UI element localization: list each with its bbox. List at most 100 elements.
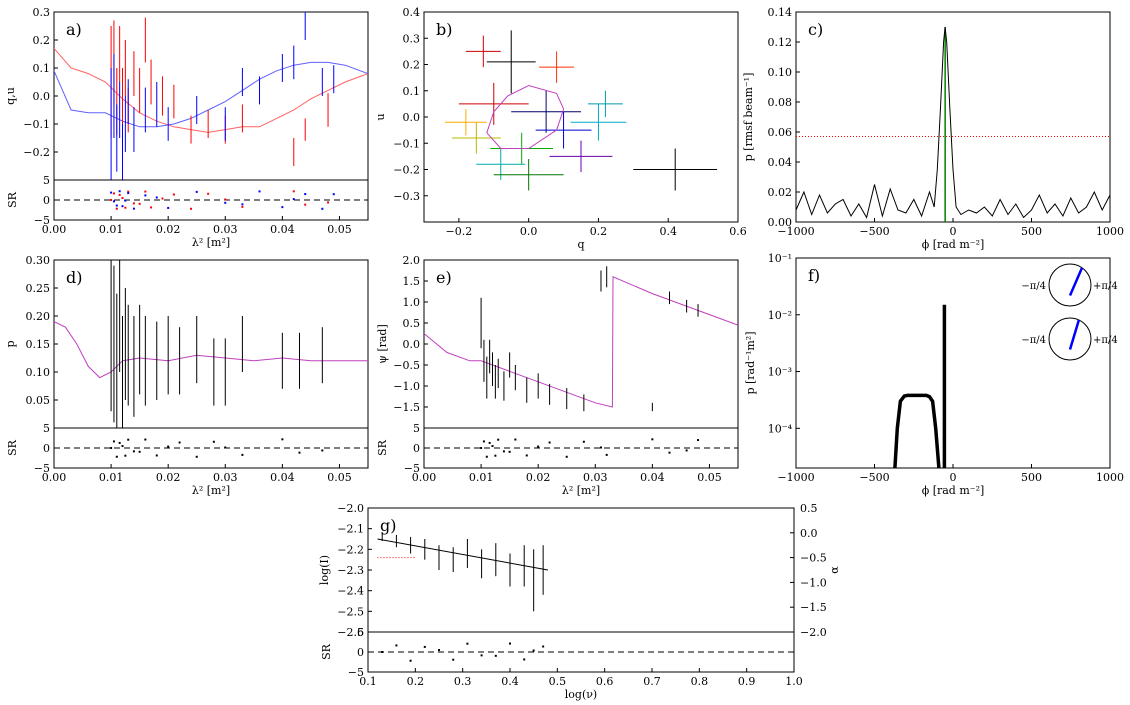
- y-tick-label: 10⁻³: [768, 366, 792, 379]
- right-y-tick-label: 0.0: [800, 527, 818, 540]
- y-tick-label: 1.0: [403, 296, 421, 309]
- right-y-tick-label: −0.5: [800, 552, 827, 565]
- y-tick-label: −0.5: [393, 359, 420, 372]
- residual-point: [258, 190, 261, 193]
- y-tick-label: 0.0: [403, 111, 421, 124]
- y-tick-label: 0.25: [26, 282, 51, 295]
- x-tick-label: 1.0: [785, 675, 803, 688]
- y-tick-label: 10⁻²: [768, 309, 792, 322]
- y-tick-label: −1.0: [393, 380, 420, 393]
- residual-point: [321, 449, 324, 452]
- y-tick-label: 0.30: [26, 254, 51, 267]
- x-tick-label: 0.04: [270, 223, 295, 236]
- y-tick-label: −0.1: [23, 118, 50, 131]
- x-tick-label: 1000: [1096, 225, 1124, 238]
- residual-y-axis-label: SR: [376, 439, 389, 456]
- residual-panel-frame: [53, 179, 369, 221]
- x-tick-label: 0.5: [549, 675, 567, 688]
- right-y-tick-label: −2.0: [800, 626, 827, 639]
- residual-point: [485, 455, 488, 458]
- panel-b-frame: [423, 11, 739, 223]
- residual-point: [167, 206, 170, 209]
- x-tick-label: 0.2: [590, 225, 608, 238]
- x-tick-label: 0.01: [99, 223, 124, 236]
- residual-point: [281, 206, 284, 209]
- y-tick-label: −2.1: [337, 523, 364, 536]
- residual-point: [127, 438, 130, 441]
- residual-point: [138, 450, 141, 453]
- residual-point: [381, 651, 384, 653]
- x-tick-label: 0.05: [327, 471, 352, 484]
- residual-point: [509, 642, 511, 645]
- x-tick-label: 0.3: [454, 675, 472, 688]
- model-curve: [486, 84, 565, 149]
- x-tick-label: 0.03: [213, 223, 238, 236]
- y-tick-label: −2.0: [337, 502, 364, 515]
- model-curve: [54, 61, 368, 128]
- y-tick-label: 0.2: [403, 59, 421, 72]
- residual-point: [112, 200, 115, 203]
- y-axis-label: p [rad⁻¹m²]: [744, 331, 757, 394]
- y-tick-label: 0.0: [403, 338, 421, 351]
- panel-b: −0.2 0.0 0.2 0.4 0.6 q −0.3 −0.2 −0.1 0.0 0.1 0.2 0.…: [374, 6, 747, 251]
- residual-point: [212, 440, 215, 443]
- y-tick-label: 0.4: [403, 6, 421, 19]
- y-tick-label: 0.04: [768, 156, 793, 169]
- residual-point: [488, 441, 491, 444]
- x-tick-label: 0.6: [596, 675, 614, 688]
- y-tick-label: −5: [34, 214, 50, 227]
- panel-g: −2.6 −2.5 −2.4 −2.3 −2.2 −2.1 −2.0 log(I) −2.0 −1…: [318, 502, 841, 701]
- residual-point: [144, 438, 147, 441]
- x-axis-label: λ² [m²]: [562, 484, 600, 497]
- residual-point: [548, 441, 551, 444]
- x-tick-label: 0.04: [640, 471, 665, 484]
- residual-point: [207, 192, 210, 195]
- panel-c: −1000 −500 0 500 1000 ϕ [rad m⁻²] 0.00 0.02 0.04…: [742, 6, 1124, 251]
- rmsf-curve: [796, 26, 1110, 219]
- x-tick-label: 0.03: [583, 471, 608, 484]
- residual-point: [124, 199, 127, 202]
- panel-a-frame: [53, 11, 369, 181]
- panel-f: −1000 −500 0 500 1000 ϕ [rad m⁻²] 10⁻⁴ 10⁻³ 10⁻²…: [744, 252, 1124, 497]
- angle-needle: [1068, 319, 1081, 350]
- y-tick-label: 0.14: [768, 6, 793, 19]
- residual-point: [118, 190, 121, 193]
- x-tick-label: −500: [859, 225, 889, 238]
- y-tick-label: 0.0: [33, 90, 51, 103]
- residual-point: [321, 207, 324, 210]
- residual-point: [167, 445, 170, 448]
- angle-dial: [1048, 317, 1092, 361]
- residual-point: [304, 203, 307, 206]
- x-axis-label: log(ν): [565, 688, 597, 701]
- y-tick-label: −2.6: [337, 626, 364, 639]
- residual-point: [155, 454, 158, 457]
- x-tick-label: 0.8: [691, 675, 709, 688]
- residual-point: [132, 450, 135, 453]
- dial-left-label: −π/4: [1021, 335, 1046, 346]
- y-tick-label: −5: [404, 462, 420, 475]
- y-axis-label: u: [374, 113, 387, 120]
- residual-point: [605, 453, 608, 456]
- y-tick-label: 0: [43, 442, 50, 455]
- residual-point: [332, 193, 335, 196]
- x-tick-label: 0.02: [156, 471, 181, 484]
- residual-point: [327, 201, 330, 204]
- y-tick-label: 0.05: [26, 394, 51, 407]
- residual-point: [494, 654, 497, 657]
- residual-point: [668, 451, 671, 454]
- y-tick-label: 0.06: [768, 126, 793, 139]
- y-tick-label: 0.10: [26, 366, 51, 379]
- panel-a: −0.2 −0.1 0.0 0.1 0.2 0.3 q,u a) −5 0 5 SR 0.00 0.01 0…: [4, 6, 369, 249]
- panel-g-frame: [367, 507, 795, 633]
- residual-panel-frame: [423, 427, 739, 469]
- residual-point: [224, 198, 227, 201]
- x-tick-label: 0.2: [407, 675, 425, 688]
- y-tick-label: 5: [43, 422, 50, 435]
- dial-right-label: +π/4: [1093, 335, 1118, 346]
- y-tick-label: 5: [357, 626, 364, 639]
- x-tick-label: 0.05: [697, 471, 722, 484]
- residual-point: [195, 455, 198, 458]
- y-tick-label: −0.1: [393, 137, 420, 150]
- y-tick-label: −0.3: [393, 190, 420, 203]
